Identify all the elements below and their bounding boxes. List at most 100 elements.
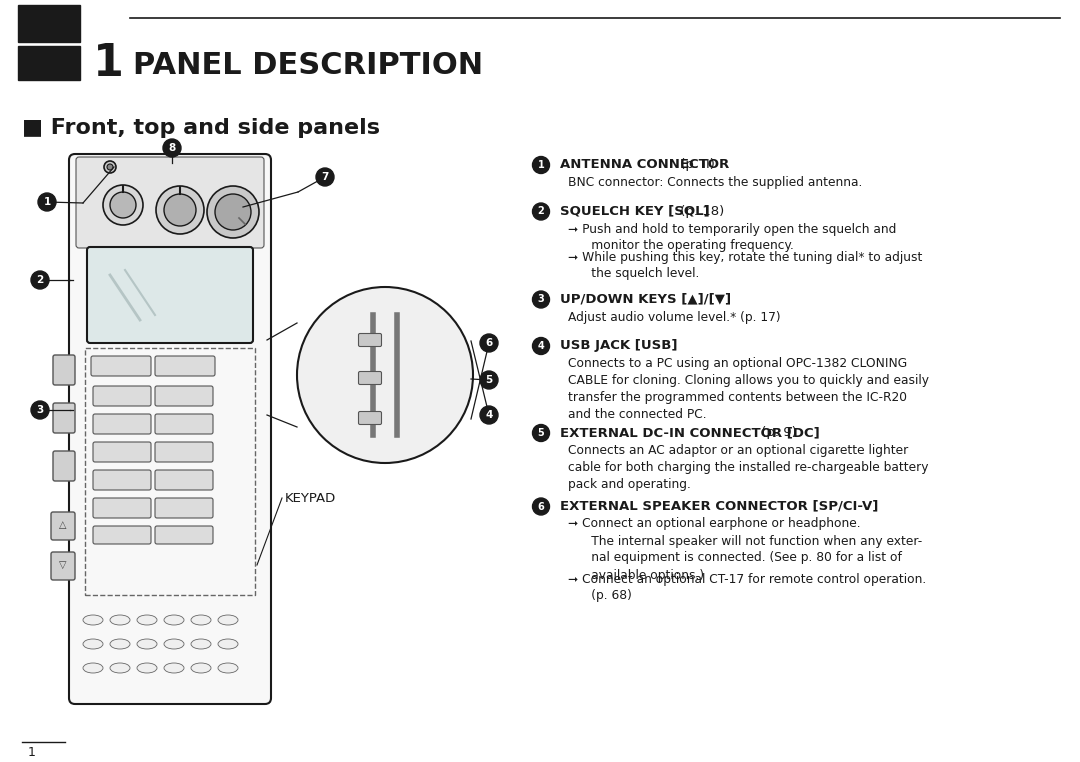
FancyBboxPatch shape <box>87 247 253 343</box>
Text: ANTENNA CONNECTOR: ANTENNA CONNECTOR <box>561 158 729 171</box>
Circle shape <box>104 161 116 173</box>
Circle shape <box>156 186 204 234</box>
Circle shape <box>207 186 259 238</box>
FancyBboxPatch shape <box>93 386 151 406</box>
FancyBboxPatch shape <box>51 552 75 580</box>
Text: EXTERNAL DC-IN CONNECTOR [DC]: EXTERNAL DC-IN CONNECTOR [DC] <box>561 426 820 439</box>
Text: (p. 9): (p. 9) <box>757 426 797 439</box>
FancyBboxPatch shape <box>76 157 264 248</box>
FancyBboxPatch shape <box>53 403 75 433</box>
Ellipse shape <box>164 639 184 649</box>
FancyBboxPatch shape <box>156 442 213 462</box>
Text: ➞ Connect an optional earphone or headphone.
      The internal speaker will not: ➞ Connect an optional earphone or headph… <box>568 517 922 581</box>
FancyBboxPatch shape <box>93 498 151 518</box>
Ellipse shape <box>164 615 184 625</box>
Circle shape <box>532 498 550 515</box>
Text: ▽: ▽ <box>59 560 67 570</box>
Text: 2: 2 <box>538 207 544 216</box>
Ellipse shape <box>110 639 130 649</box>
Ellipse shape <box>137 615 157 625</box>
Text: 1: 1 <box>93 41 123 85</box>
Circle shape <box>38 193 56 211</box>
Text: 8: 8 <box>168 143 176 153</box>
Text: 1: 1 <box>538 160 544 170</box>
FancyBboxPatch shape <box>53 355 75 385</box>
FancyBboxPatch shape <box>51 512 75 540</box>
Circle shape <box>103 185 143 225</box>
Text: 6: 6 <box>538 501 544 511</box>
Ellipse shape <box>83 615 103 625</box>
Text: 4: 4 <box>538 341 544 351</box>
FancyBboxPatch shape <box>91 356 151 376</box>
Bar <box>85 348 255 595</box>
Ellipse shape <box>164 663 184 673</box>
Ellipse shape <box>191 639 211 649</box>
FancyBboxPatch shape <box>156 526 213 544</box>
Ellipse shape <box>137 663 157 673</box>
Text: KEYPAD: KEYPAD <box>285 491 336 504</box>
FancyBboxPatch shape <box>359 334 381 347</box>
Circle shape <box>480 334 498 352</box>
FancyBboxPatch shape <box>359 372 381 385</box>
Text: 6: 6 <box>485 338 492 348</box>
Text: 1: 1 <box>43 197 51 207</box>
Circle shape <box>532 291 550 308</box>
Text: BNC connector: Connects the supplied antenna.: BNC connector: Connects the supplied ant… <box>568 176 862 189</box>
FancyBboxPatch shape <box>359 411 381 424</box>
FancyBboxPatch shape <box>53 451 75 481</box>
FancyBboxPatch shape <box>93 414 151 434</box>
Text: ➞ Push and hold to temporarily open the squelch and
      monitor the operating : ➞ Push and hold to temporarily open the … <box>568 223 896 252</box>
Text: ■ Front, top and side panels: ■ Front, top and side panels <box>22 118 380 138</box>
Ellipse shape <box>110 663 130 673</box>
Ellipse shape <box>218 639 238 649</box>
Text: EXTERNAL SPEAKER CONNECTOR [SP/CI-V]: EXTERNAL SPEAKER CONNECTOR [SP/CI-V] <box>561 500 878 513</box>
Text: USB JACK [USB]: USB JACK [USB] <box>561 339 677 352</box>
Text: (p. 18): (p. 18) <box>676 204 724 217</box>
Text: SQUELCH KEY [SQL]: SQUELCH KEY [SQL] <box>561 204 710 217</box>
Text: 5: 5 <box>485 375 492 385</box>
Circle shape <box>297 287 473 463</box>
Circle shape <box>163 139 181 157</box>
Circle shape <box>215 194 251 230</box>
Text: (p. II): (p. II) <box>676 158 715 171</box>
FancyBboxPatch shape <box>93 442 151 462</box>
Bar <box>18 46 80 80</box>
Circle shape <box>31 271 49 289</box>
Text: 2: 2 <box>37 275 43 285</box>
FancyBboxPatch shape <box>156 356 215 376</box>
Text: 3: 3 <box>538 294 544 305</box>
Text: Connects an AC adaptor or an optional cigarette lighter
cable for both charging : Connects an AC adaptor or an optional ci… <box>568 444 929 491</box>
Circle shape <box>480 371 498 389</box>
Text: UP/DOWN KEYS [▲]/[▼]: UP/DOWN KEYS [▲]/[▼] <box>561 293 731 306</box>
Text: Connects to a PC using an optional OPC-1382 CLONING
CABLE for cloning. Cloning a: Connects to a PC using an optional OPC-1… <box>568 357 929 421</box>
Circle shape <box>480 406 498 424</box>
FancyBboxPatch shape <box>69 154 271 704</box>
Ellipse shape <box>218 663 238 673</box>
Bar <box>18 5 80 42</box>
Ellipse shape <box>110 615 130 625</box>
Circle shape <box>107 164 113 170</box>
Ellipse shape <box>83 639 103 649</box>
Ellipse shape <box>137 639 157 649</box>
Text: 3: 3 <box>37 405 43 415</box>
Circle shape <box>532 424 550 441</box>
FancyBboxPatch shape <box>156 386 213 406</box>
Ellipse shape <box>83 663 103 673</box>
Text: ➞ While pushing this key, rotate the tuning dial* to adjust
      the squelch le: ➞ While pushing this key, rotate the tun… <box>568 251 922 280</box>
FancyBboxPatch shape <box>156 470 213 490</box>
Ellipse shape <box>191 615 211 625</box>
Text: 5: 5 <box>538 428 544 438</box>
Text: 1: 1 <box>28 745 36 758</box>
FancyBboxPatch shape <box>93 470 151 490</box>
FancyBboxPatch shape <box>156 414 213 434</box>
Text: ➞ Connect an optional CT-17 for remote control operation.
      (p. 68): ➞ Connect an optional CT-17 for remote c… <box>568 572 927 603</box>
Circle shape <box>532 203 550 220</box>
Circle shape <box>31 401 49 419</box>
Text: 7: 7 <box>322 172 328 182</box>
Circle shape <box>532 338 550 354</box>
Circle shape <box>164 194 195 226</box>
Text: PANEL DESCRIPTION: PANEL DESCRIPTION <box>133 50 483 79</box>
Circle shape <box>110 192 136 218</box>
FancyBboxPatch shape <box>156 498 213 518</box>
Text: Adjust audio volume level.* (p. 17): Adjust audio volume level.* (p. 17) <box>568 310 781 324</box>
